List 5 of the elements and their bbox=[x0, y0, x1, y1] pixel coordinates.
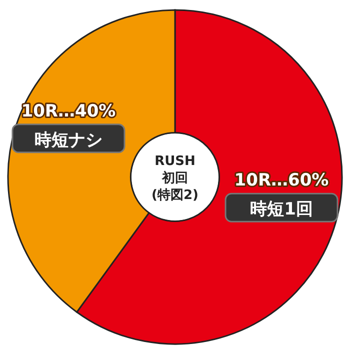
data-label: 10R…40% bbox=[21, 101, 116, 122]
slice-label: 時短1回 bbox=[250, 200, 313, 220]
text: RUSH 初回 (特図2) bbox=[152, 154, 198, 203]
slice-label: 時短ナシ bbox=[34, 130, 102, 150]
data-label: 10R…60% bbox=[234, 170, 329, 191]
